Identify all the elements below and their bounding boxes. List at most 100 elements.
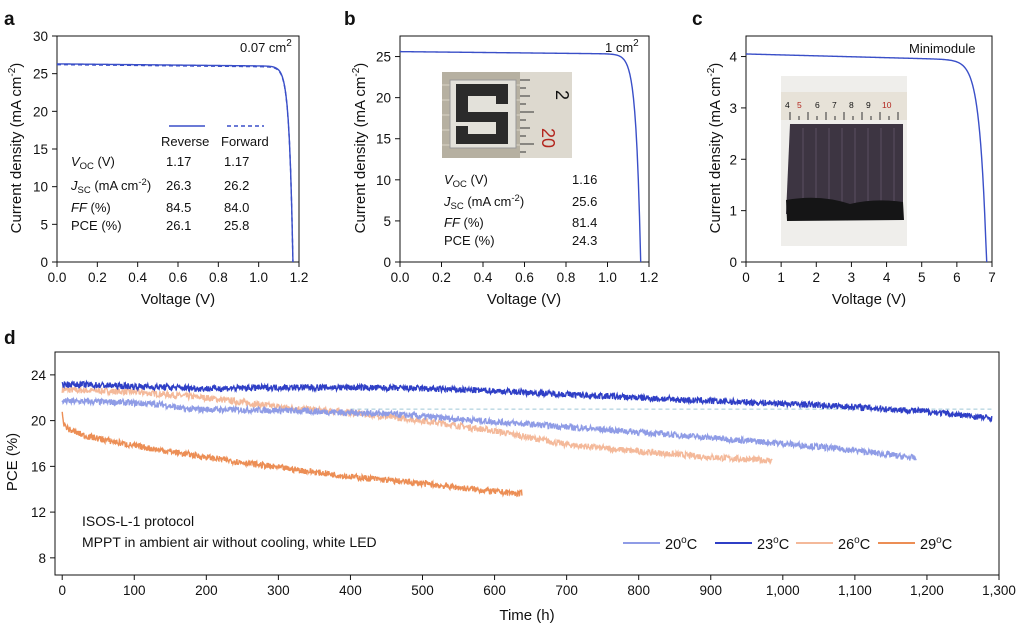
y-axis-title-d: PCE (%) [4, 433, 21, 491]
x-tick-label-d-12: 1,200 [910, 583, 944, 598]
x-tick-label-c-6: 6 [953, 270, 961, 285]
x-tick-label-c-4: 4 [883, 270, 891, 285]
y-tick-label-d-2: 16 [31, 459, 46, 474]
pce-series-23 [61, 379, 993, 423]
y-ticks-b: 0 5 10 15 20 25 [376, 50, 400, 270]
ruler-label-7: 7 [832, 100, 837, 110]
x-tick-label-b-3: 0.6 [515, 270, 534, 285]
x-ticks-a: 0.0 0.2 0.4 0.6 0.8 1.0 1.2 [48, 262, 309, 285]
legend-reverse-label: Reverse [161, 134, 209, 149]
jv-curve-c [745, 53, 988, 263]
table-a-jsc-forward: 26.2 [224, 178, 249, 193]
table-a-ff-forward: 84.0 [224, 200, 249, 215]
table-a-voc-forward: 1.17 [224, 154, 249, 169]
ruler-label-9: 9 [866, 100, 871, 110]
y-tick-label-b-2: 10 [376, 173, 391, 188]
table-a-ff-label: FF (%) [71, 200, 111, 215]
panel-b: 0.0 0.2 0.4 0.6 0.8 1.0 1.2 0 5 10 15 20 25 1 cm2 2 [351, 35, 659, 308]
x-tick-label-a-4: 0.8 [209, 270, 228, 285]
x-tick-label-a-5: 1.0 [249, 270, 268, 285]
table-b-voc-value: 1.16 [572, 172, 597, 187]
y-tick-label-b-4: 20 [376, 91, 391, 106]
x-axis-title-b: Voltage (V) [487, 291, 561, 308]
pce-series-29 [61, 411, 523, 498]
table-b-ff-value: 81.4 [572, 215, 597, 230]
x-tick-label-a-1: 0.2 [88, 270, 107, 285]
x-tick-label-b-6: 1.2 [640, 270, 659, 285]
x-tick-label-b-2: 0.4 [474, 270, 493, 285]
area-label-c: Minimodule [909, 41, 975, 56]
y-tick-label-a-3: 15 [33, 142, 48, 157]
table-a-ff-reverse: 84.5 [166, 200, 191, 215]
jv-curve-a-forward [56, 63, 294, 263]
x-tick-label-c-0: 0 [742, 270, 750, 285]
panel-letter-b: b [344, 9, 356, 30]
table-a-jsc-reverse: 26.3 [166, 178, 191, 193]
x-tick-label-d-6: 600 [483, 583, 506, 598]
table-b-pce-label: PCE (%) [444, 233, 495, 248]
y-tick-label-d-3: 20 [31, 414, 46, 429]
x-tick-label-b-1: 0.2 [432, 270, 451, 285]
y-tick-label-d-4: 24 [31, 368, 47, 383]
table-b-jsc-value: 25.6 [572, 194, 597, 209]
table-a-pce-label: PCE (%) [71, 218, 122, 233]
panel-d: 0 100 200 300 400 500 600 700 800 900 1,000 1,100 1,… [4, 351, 1016, 624]
device-photo-b: 2 20 [442, 72, 572, 158]
x-tick-label-d-5: 500 [411, 583, 434, 598]
y-axis-title-b: Current density (mA cm-2) [351, 63, 369, 234]
curves-c [745, 53, 988, 263]
table-a-pce-reverse: 26.1 [166, 218, 191, 233]
x-axis-title-a: Voltage (V) [141, 291, 215, 308]
x-tick-label-a-0: 0.0 [48, 270, 67, 285]
y-tick-label-b-3: 15 [376, 132, 391, 147]
x-tick-label-d-4: 400 [339, 583, 362, 598]
curves-b [399, 50, 642, 263]
table-b-ff-label: FF (%) [444, 215, 484, 230]
jv-curve-a-reverse [56, 63, 294, 263]
y-axis-title-a: Current density (mA cm-2) [7, 63, 25, 234]
x-tick-label-c-2: 2 [813, 270, 821, 285]
y-tick-label-c-1: 1 [729, 204, 737, 219]
y-tick-label-b-5: 25 [376, 50, 391, 65]
panel-letter-a: a [4, 9, 15, 30]
x-tick-label-d-2: 200 [195, 583, 218, 598]
panel-letter-c: c [692, 9, 703, 30]
legend-29-label: 29oC [920, 535, 952, 553]
x-tick-label-d-9: 900 [699, 583, 722, 598]
area-label-a: 0.07 cm2 [240, 38, 292, 55]
area-label-b: 1 cm2 [605, 38, 639, 55]
y-axis-title-c: Current density (mA cm-2) [706, 63, 724, 234]
table-a-voc-label: VOC (V) [71, 154, 115, 172]
protocol-label: ISOS-L-1 protocol [82, 513, 194, 529]
y-tick-label-d-0: 8 [38, 551, 46, 566]
y-tick-label-d-1: 12 [31, 505, 46, 520]
y-tick-label-b-0: 0 [383, 255, 391, 270]
panel-a: 0.0 0.2 0.4 0.6 0.8 1.0 1.2 0 5 10 15 20 25 30 0.07 … [7, 29, 308, 308]
x-tick-label-d-3: 300 [267, 583, 290, 598]
legend-26-label: 26oC [838, 535, 870, 553]
y-ticks-a: 0 5 10 15 20 25 30 [33, 29, 57, 270]
ruler-label-2: 2 [552, 90, 572, 100]
x-axis-title-d: Time (h) [499, 607, 554, 624]
ruler-label-4: 4 [785, 100, 790, 110]
x-tick-label-b-5: 1.0 [598, 270, 617, 285]
table-b-voc-label: VOC (V) [444, 172, 488, 190]
x-tick-label-d-11: 1,100 [838, 583, 872, 598]
pce-series-20 [61, 396, 917, 461]
ruler-label-8: 8 [849, 100, 854, 110]
ruler-label-20: 20 [538, 128, 558, 148]
y-ticks-d: 8 12 16 20 24 [31, 368, 55, 566]
x-ticks-d: 0 100 200 300 400 500 600 700 800 900 1,000 1,100 1,… [58, 575, 1016, 598]
legend-20-label: 20oC [665, 535, 697, 553]
x-tick-label-a-6: 1.2 [290, 270, 309, 285]
x-tick-label-c-5: 5 [918, 270, 926, 285]
y-tick-label-a-0: 0 [40, 255, 48, 270]
ruler-label-6: 6 [815, 100, 820, 110]
conditions-label: MPPT in ambient air without cooling, whi… [82, 534, 377, 550]
y-tick-label-c-4: 4 [729, 50, 737, 65]
x-tick-label-d-0: 0 [58, 583, 66, 598]
plot-frame-c [745, 35, 993, 263]
table-b-pce-value: 24.3 [572, 233, 597, 248]
